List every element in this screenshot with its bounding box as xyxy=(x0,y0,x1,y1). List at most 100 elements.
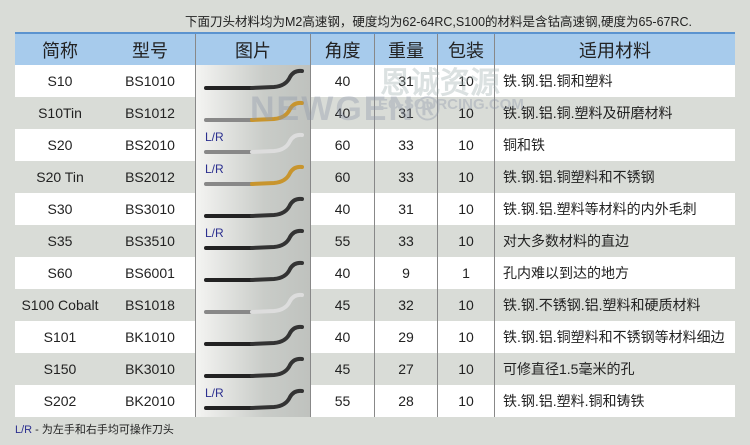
footer-key: L/R xyxy=(15,424,33,436)
header-pack: 包装 xyxy=(438,34,495,65)
blade-angle: 40 xyxy=(311,321,375,353)
deburring-blade-image xyxy=(204,356,304,378)
blade-angle: 60 xyxy=(311,161,375,193)
blade-name: S100 Cobalt xyxy=(21,297,99,313)
blade-pack: 10 xyxy=(438,321,495,353)
blade-weight: 31 xyxy=(375,97,438,129)
blade-material: 铁.钢.铝.铜塑料和不锈钢 xyxy=(503,169,655,185)
blade-angle: 55 xyxy=(311,385,375,417)
blade-name: S150 xyxy=(43,361,77,377)
blade-image-cell xyxy=(195,257,311,289)
blade-name: S30 xyxy=(47,201,73,217)
table-row: S20 BS2010 L/R 60 33 10 铜和铁 xyxy=(15,129,735,161)
blade-image-cell xyxy=(195,65,311,97)
footer-note: L/R - 为左手和右手均可操作刀头 xyxy=(15,421,174,437)
footer-text: - 为左手和右手均可操作刀头 xyxy=(32,424,174,436)
blade-model: BS6001 xyxy=(125,265,175,281)
header-material: 适用材料 xyxy=(579,40,651,61)
table-header: 简称 型号 图片 角度 重量 包装 适用材料 xyxy=(15,32,735,65)
blade-name: S10 xyxy=(47,73,73,89)
blade-weight: 33 xyxy=(375,225,438,257)
table-row: S60 BS6001 40 9 1 孔内难以到达的地方 xyxy=(15,257,735,289)
blade-image-cell xyxy=(195,321,311,353)
blade-material: 铜和铁 xyxy=(503,137,545,153)
deburring-blade-image xyxy=(204,100,304,122)
lr-label: L/R xyxy=(205,226,224,240)
blade-model: BK2010 xyxy=(125,393,175,409)
blade-pack: 10 xyxy=(438,289,495,321)
blade-image-cell xyxy=(195,353,311,385)
deburring-blade-image xyxy=(204,260,304,282)
product-table: 简称 型号 图片 角度 重量 包装 适用材料 S10 BS1010 40 31 … xyxy=(15,32,735,417)
blade-image-cell xyxy=(195,289,311,321)
blade-image-cell xyxy=(195,193,311,225)
blade-angle: 45 xyxy=(311,353,375,385)
blade-name: S20 xyxy=(47,137,73,153)
blade-name: S101 xyxy=(43,329,77,345)
blade-material: 对大多数材料的直边 xyxy=(503,233,629,249)
blade-angle: 40 xyxy=(311,257,375,289)
table-row: S10 BS1010 40 31 10 铁.钢.铝.铜和塑料 xyxy=(15,65,735,97)
header-angle: 角度 xyxy=(311,34,375,65)
blade-model: BS3510 xyxy=(125,233,175,249)
table-row: S101 BK1010 40 29 10 铁.钢.铝.铜塑料和不锈钢等材料细边 xyxy=(15,321,735,353)
blade-material: 铁.钢.铝.铜塑料和不锈钢等材料细边 xyxy=(503,329,725,345)
deburring-blade-image xyxy=(204,388,304,410)
blade-name: S202 xyxy=(43,393,77,409)
blade-weight: 27 xyxy=(375,353,438,385)
blade-material: 铁.钢.铝.铜.塑料及研磨材料 xyxy=(503,105,673,121)
blade-material: 铁.钢.铝.塑料.铜和铸铁 xyxy=(503,393,645,409)
blade-image-cell: L/R xyxy=(195,129,311,161)
blade-model: BS2010 xyxy=(125,137,175,153)
deburring-blade-image xyxy=(204,292,304,314)
blade-name: S20 Tin xyxy=(36,169,84,185)
blade-model: BK3010 xyxy=(125,361,175,377)
blade-model: BK1010 xyxy=(125,329,175,345)
material-note: 下面刀头材料均为M2高速钢，硬度均为62-64RC,S100的材料是含钴高速钢,… xyxy=(185,15,693,29)
table-row: S10Tin BS1012 40 31 10 铁.钢.铝.铜.塑料及研磨材料 xyxy=(15,97,735,129)
blade-pack: 1 xyxy=(438,257,495,289)
blade-material: 铁.钢.不锈钢.铝.塑料和硬质材料 xyxy=(503,297,701,313)
lr-label: L/R xyxy=(205,386,224,400)
blade-weight: 9 xyxy=(375,257,438,289)
blade-pack: 10 xyxy=(438,353,495,385)
lr-label: L/R xyxy=(205,162,224,176)
blade-image-cell xyxy=(195,97,311,129)
header-name: 简称 xyxy=(42,40,78,61)
blade-material: 孔内难以到达的地方 xyxy=(503,265,629,281)
blade-weight: 33 xyxy=(375,161,438,193)
table-row: S100 Cobalt BS1018 45 32 10 铁.钢.不锈钢.铝.塑料… xyxy=(15,289,735,321)
blade-weight: 33 xyxy=(375,129,438,161)
blade-pack: 10 xyxy=(438,225,495,257)
table-row: S150 BK3010 45 27 10 可修直径1.5毫米的孔 xyxy=(15,353,735,385)
blade-angle: 40 xyxy=(311,97,375,129)
blade-pack: 10 xyxy=(438,129,495,161)
blade-name: S60 xyxy=(47,265,73,281)
blade-model: BS3010 xyxy=(125,201,175,217)
blade-angle: 55 xyxy=(311,225,375,257)
deburring-blade-image xyxy=(204,228,304,250)
header-weight: 重量 xyxy=(375,34,438,65)
table-row: S30 BS3010 40 31 10 铁.钢.铝.塑料等材料的内外毛刺 xyxy=(15,193,735,225)
deburring-blade-image xyxy=(204,68,304,90)
blade-model: BS2012 xyxy=(125,169,175,185)
header-model: 型号 xyxy=(132,40,168,61)
blade-weight: 29 xyxy=(375,321,438,353)
blade-model: BS1012 xyxy=(125,105,175,121)
blade-name: S10Tin xyxy=(38,105,82,121)
blade-pack: 10 xyxy=(438,97,495,129)
blade-model: BS1018 xyxy=(125,297,175,313)
table-row: S35 BS3510 L/R 55 33 10 对大多数材料的直边 xyxy=(15,225,735,257)
table-row: S202 BK2010 L/R 55 28 10 铁.钢.铝.塑料.铜和铸铁 xyxy=(15,385,735,417)
blade-material: 铁.钢.铝.铜和塑料 xyxy=(503,73,613,89)
blade-angle: 60 xyxy=(311,129,375,161)
deburring-blade-image xyxy=(204,324,304,346)
blade-model: BS1010 xyxy=(125,73,175,89)
blade-angle: 40 xyxy=(311,65,375,97)
deburring-blade-image xyxy=(204,132,304,154)
blade-weight: 32 xyxy=(375,289,438,321)
table-row: S20 Tin BS2012 L/R 60 33 10 铁.钢.铝.铜塑料和不锈… xyxy=(15,161,735,193)
deburring-blade-image xyxy=(204,196,304,218)
blade-image-cell: L/R xyxy=(195,385,311,417)
blade-pack: 10 xyxy=(438,65,495,97)
